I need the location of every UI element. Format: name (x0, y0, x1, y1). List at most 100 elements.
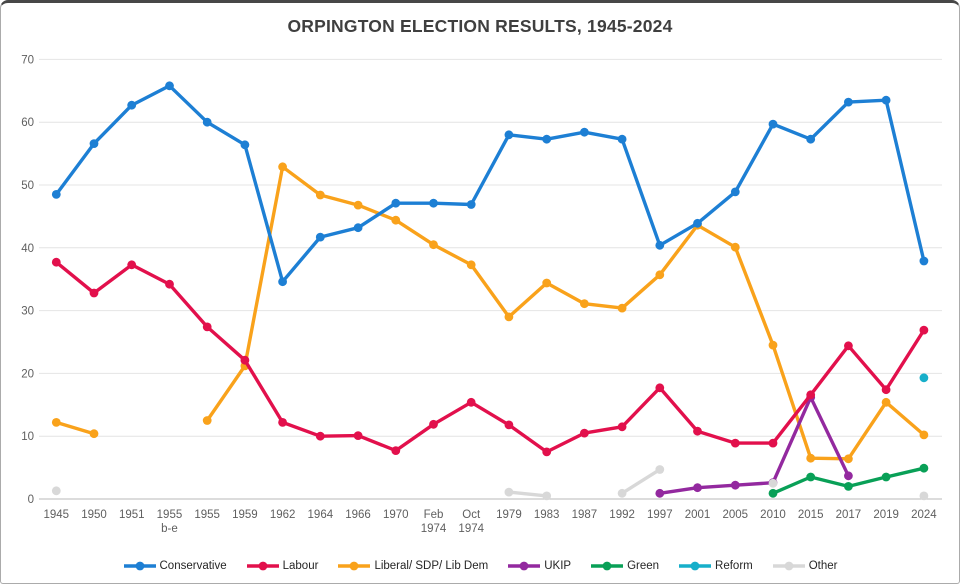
data-point-labour (806, 390, 816, 400)
x-tick-label: 2015 (798, 509, 824, 521)
x-tick-label: 2010 (760, 509, 786, 521)
data-point-liberal (617, 303, 627, 313)
data-point-conservative (768, 119, 778, 129)
data-point-labour (504, 420, 514, 430)
data-point-labour (51, 257, 61, 267)
x-tick-label: 1945 (44, 509, 70, 521)
x-tick-label: 1955 (194, 509, 220, 521)
legend-swatch-icon-ukip (508, 561, 541, 571)
x-tick-label: 2024 (911, 509, 937, 521)
legend-item-liberal: Liberal/ SDP/ Lib Dem (337, 560, 488, 572)
data-point-green (768, 488, 778, 498)
data-point-conservative (881, 95, 891, 105)
x-tick-label: 1959 (232, 509, 258, 521)
legend-swatch-icon-liberal (338, 561, 371, 571)
series-ukip (655, 392, 853, 498)
legend-label-labour: Labour (282, 560, 319, 572)
legend-label-other: Other (808, 560, 838, 572)
legend-item-labour: Labour (246, 560, 319, 572)
data-point-labour (127, 260, 137, 270)
series-line-ukip (658, 395, 851, 495)
data-point-labour (278, 418, 287, 427)
data-point-labour (617, 422, 627, 432)
x-tick-label: 1992 (609, 509, 635, 521)
data-point-conservative (466, 200, 476, 209)
data-point-liberal (315, 190, 325, 200)
data-point-ukip (844, 471, 853, 481)
x-tick-label: 2005 (722, 509, 748, 521)
data-point-conservative (89, 139, 99, 149)
data-point-conservative (806, 134, 816, 144)
data-point-labour (240, 355, 250, 365)
data-point-labour (881, 385, 891, 395)
data-point-reform (919, 373, 929, 383)
data-point-conservative (730, 187, 740, 197)
series-line-liberal (54, 165, 926, 461)
x-tick-label: 1983 (534, 509, 560, 521)
x-tick-label: 1962 (270, 509, 296, 521)
legend-label-reform: Reform (715, 560, 753, 572)
legend-item-conservative: Conservative (123, 560, 227, 572)
data-point-liberal (580, 299, 589, 309)
y-tick-label: 10 (21, 431, 34, 443)
data-point-liberal (89, 429, 99, 439)
data-point-liberal (844, 454, 853, 464)
legend-swatch-icon-labour (246, 561, 279, 571)
data-point-labour (202, 322, 212, 332)
data-point-conservative (580, 127, 589, 137)
data-point-labour (429, 419, 438, 429)
x-tick-label: 1987 (572, 509, 598, 521)
data-point-ukip (730, 480, 740, 490)
data-point-liberal (51, 418, 61, 427)
series-line-conservative (54, 84, 926, 284)
x-tick-label: Feb 1974 (421, 509, 447, 535)
data-point-labour (165, 279, 174, 289)
series-conservative (51, 81, 929, 287)
y-tick-label: 70 (21, 54, 34, 66)
data-point-labour (353, 431, 363, 440)
x-tick-label: 1966 (345, 509, 371, 521)
data-point-labour (466, 397, 476, 407)
data-point-liberal (881, 397, 891, 407)
data-point-other (542, 491, 552, 501)
legend-swatch-icon-reform (679, 561, 712, 571)
data-point-labour (919, 325, 929, 335)
y-tick-label: 30 (21, 306, 34, 318)
data-point-conservative (919, 256, 929, 266)
data-point-liberal (655, 270, 665, 280)
data-point-liberal (429, 240, 438, 250)
data-point-conservative (127, 100, 137, 110)
data-point-conservative (617, 134, 627, 144)
y-tick-label: 40 (21, 243, 34, 255)
plot-svg: 0 10 20 30 40 50 60 70 1945 1950 1951 1955 b-e 1955 19… (21, 54, 942, 535)
legend: Conservative Labour Liberal/ SDP/ Lib Dem U… (1, 560, 959, 572)
series-other (51, 465, 929, 501)
chart-title: ORPINGTON ELECTION RESULTS, 1945-2024 (287, 16, 673, 36)
data-point-labour (655, 383, 665, 393)
legend-label-green: Green (627, 560, 660, 572)
data-point-conservative (202, 117, 212, 127)
x-tick-label: 2017 (836, 509, 862, 521)
data-point-labour (730, 438, 740, 448)
x-tick-label: 2001 (685, 509, 711, 521)
data-point-conservative (315, 232, 325, 242)
data-point-conservative (693, 218, 702, 228)
series-liberal (51, 162, 929, 464)
data-point-conservative (278, 277, 287, 287)
data-point-conservative (429, 198, 438, 208)
y-tick-label: 20 (21, 368, 34, 380)
data-point-conservative (504, 130, 514, 140)
data-point-conservative (844, 97, 853, 107)
data-point-conservative (51, 190, 61, 199)
data-point-labour (89, 288, 99, 298)
x-tick-label: 1979 (496, 509, 522, 521)
data-point-liberal (278, 162, 287, 172)
x-tick-label: 2019 (873, 509, 899, 521)
data-point-other (655, 465, 665, 474)
data-point-conservative (542, 134, 552, 144)
data-point-liberal (730, 242, 740, 252)
legend-label-liberal: Liberal/ SDP/ Lib Dem (374, 560, 489, 572)
data-point-other (504, 487, 514, 497)
x-tick-label: 1964 (308, 509, 334, 521)
